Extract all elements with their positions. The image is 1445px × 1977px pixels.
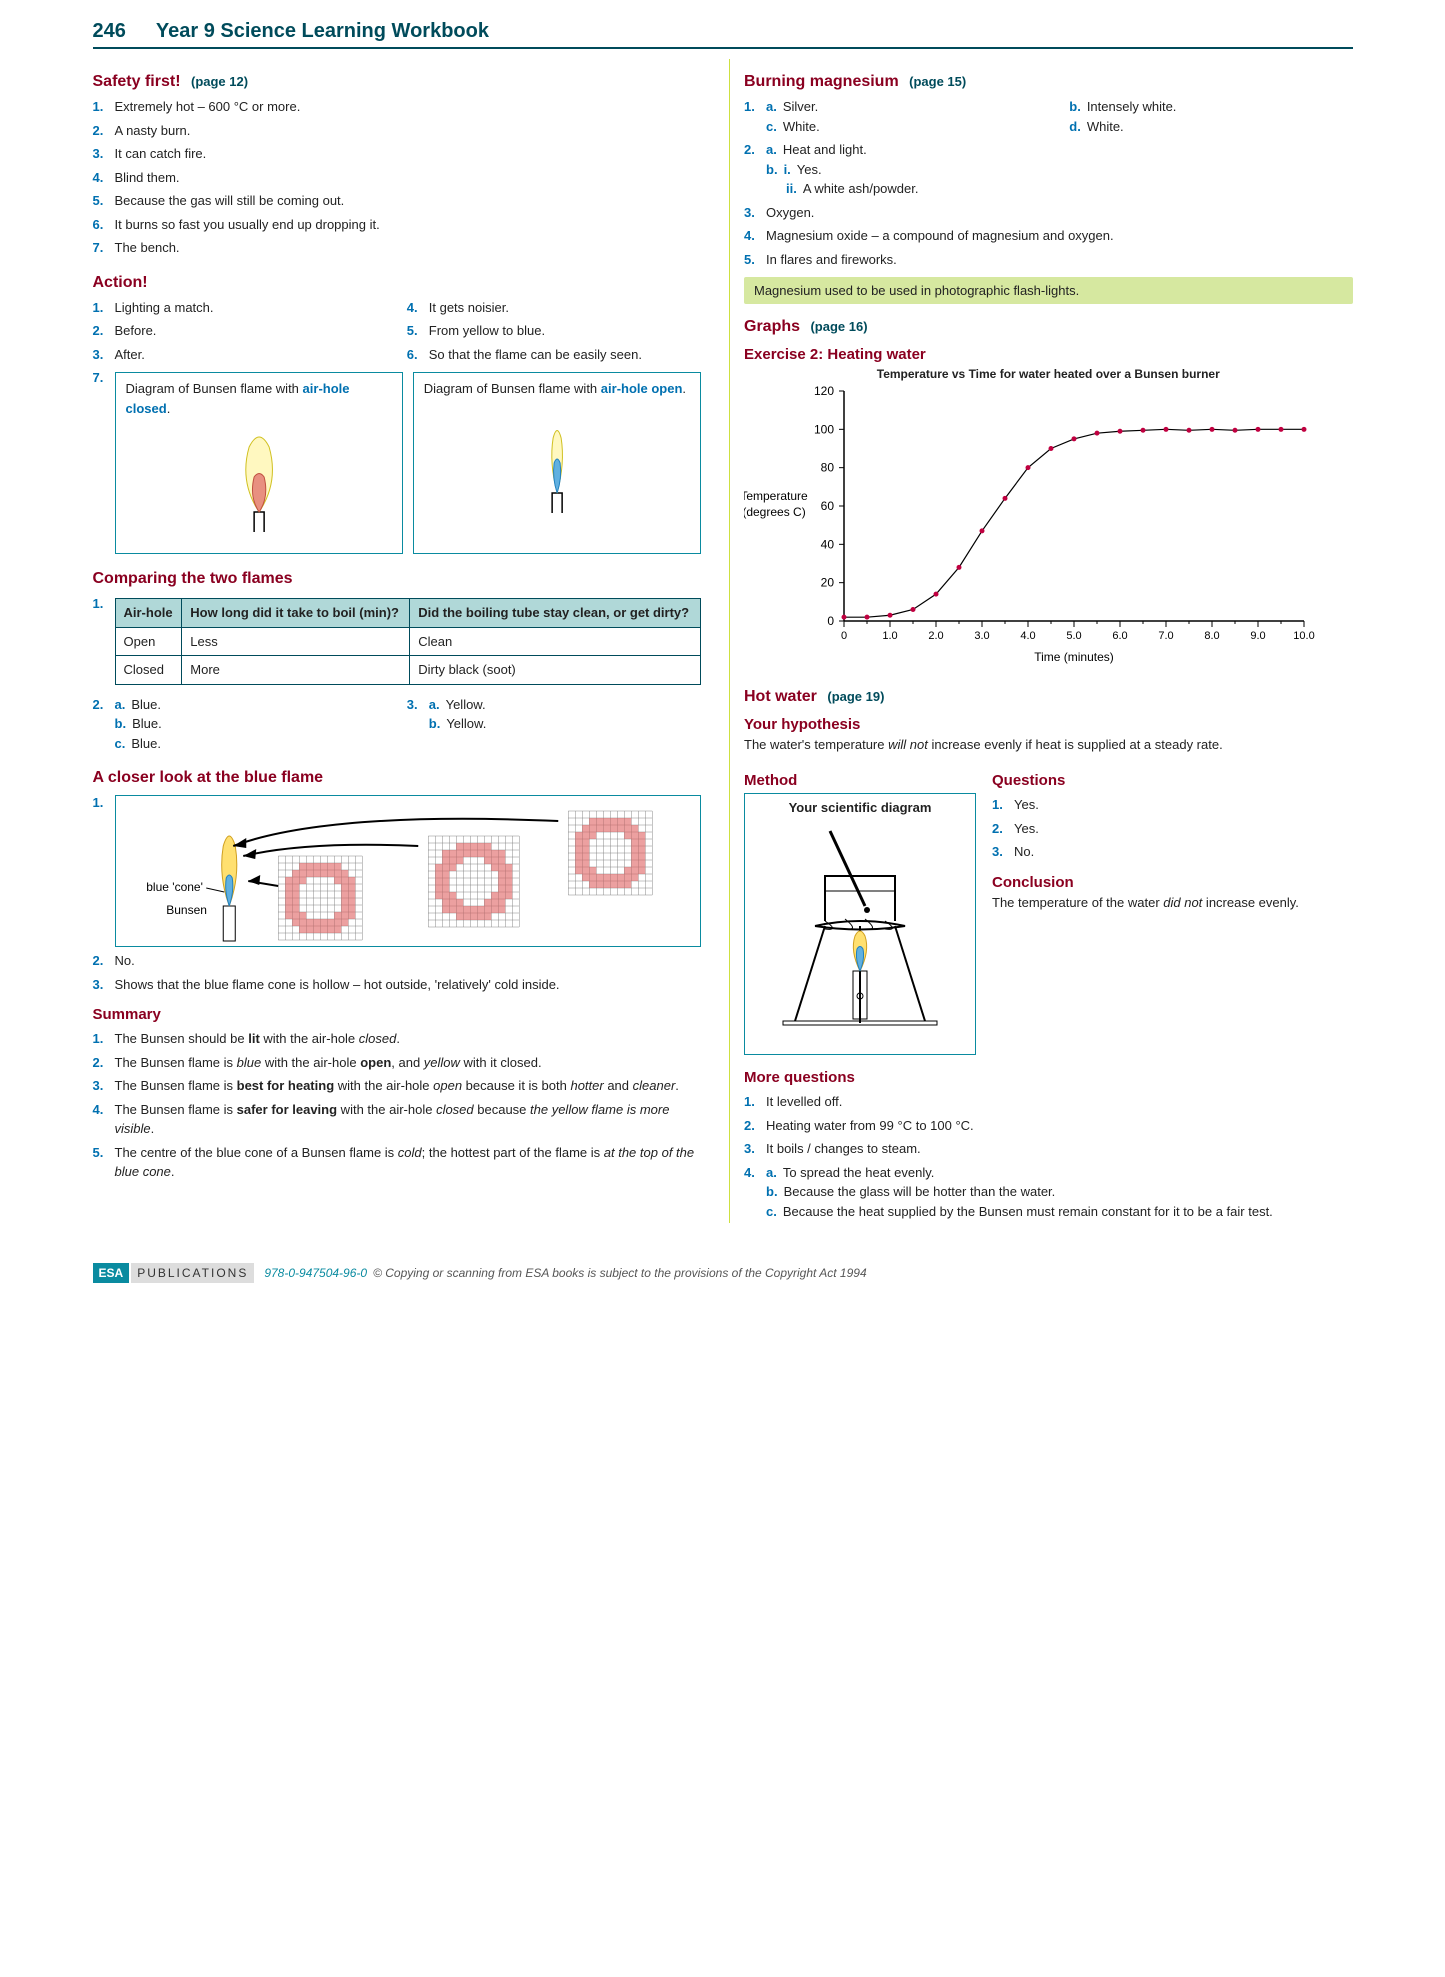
svg-text:Bunsen: Bunsen [166,903,207,917]
svg-text:40: 40 [821,537,835,551]
page: 246 Year 9 Science Learning Workbook Saf… [53,20,1393,1343]
list-item: 5.Because the gas will still be coming o… [93,189,702,213]
list-item: 5.The centre of the blue cone of a Bunse… [93,1141,702,1184]
svg-text:0: 0 [827,614,834,628]
svg-text:20: 20 [821,576,835,590]
list-item: 4.The Bunsen flame is safer for leaving … [93,1098,702,1141]
action-col-b: 4.It gets noisier.5.From yellow to blue.… [407,296,701,367]
svg-text:80: 80 [821,461,835,475]
highlight-box: Magnesium used to be used in photographi… [744,277,1353,304]
list-item: 2.A nasty burn. [93,119,702,143]
heading-magnesium: Burning magnesium (page 15) [744,73,1353,91]
heading-safety: Safety first! (page 12) [93,73,702,91]
list-item: 2.The Bunsen flame is blue with the air-… [93,1051,702,1075]
svg-text:blue 'cone': blue 'cone' [146,880,203,894]
bunsen-open-diagram: Diagram of Bunsen flame with air-hole op… [413,372,701,554]
list-item: 1.The Bunsen should be lit with the air-… [93,1027,702,1051]
heading-compare: Comparing the two flames [93,570,702,588]
list-item: 2.Before. [93,319,387,343]
svg-text:8.0: 8.0 [1204,630,1219,642]
book-title: Year 9 Science Learning Workbook [156,20,489,43]
bunsen-closed-diagram: Diagram of Bunsen flame with air-hole cl… [115,372,403,554]
conclusion-text: The temperature of the water did not inc… [992,895,1353,910]
chart-title: Temperature vs Time for water heated ove… [744,367,1353,381]
list-item: 3.No. [992,840,1353,864]
heading-closer: A closer look at the blue flame [93,769,702,787]
right-column: Burning magnesium (page 15) 1. a.Silver.… [729,59,1353,1223]
list-item: 6.So that the flame can be easily seen. [407,343,701,367]
list-item: 1.It levelled off. [744,1090,1353,1114]
list-item: 1.Yes. [992,793,1353,817]
temperature-chart: 0 20 40 60 80 100 120 0 1.0 2.0 3.0 4.0 5.0 6.0 7.0 8.0… [744,381,1353,674]
compare-table: Air-holeHow long did it take to boil (mi… [115,598,702,685]
heading-summary: Summary [93,1006,702,1023]
heading-hotwater: Hot water (page 19) [744,688,1353,706]
svg-text:100: 100 [814,422,834,436]
svg-text:1.0: 1.0 [882,630,897,642]
list-item: 2.Yes. [992,817,1353,841]
svg-text:120: 120 [814,384,834,398]
esa-logo: ESA [93,1263,130,1283]
footer: ESA PUBLICATIONS 978-0-947504-96-0 © Cop… [93,1263,1353,1283]
topbar: 246 Year 9 Science Learning Workbook [93,20,1353,49]
left-column: Safety first! (page 12) 1.Extremely hot … [93,59,702,1223]
heading-action: Action! [93,274,702,292]
list-item: 7.The bench. [93,236,702,260]
svg-text:Time (minutes): Time (minutes) [1034,650,1114,664]
svg-text:Temperature: Temperature [744,489,808,503]
safety-list: 1.Extremely hot – 600 °C or more.2.A nas… [93,95,702,260]
list-item: 3.After. [93,343,387,367]
list-item: 3.It boils / changes to steam. [744,1137,1353,1161]
list-item: 5.From yellow to blue. [407,319,701,343]
svg-text:6.0: 6.0 [1112,630,1127,642]
svg-text:60: 60 [821,499,835,513]
hypothesis-text: The water's temperature will not increas… [744,737,1353,752]
list-item: 4.It gets noisier. [407,296,701,320]
list-item: 1.Extremely hot – 600 °C or more. [93,95,702,119]
list-item: 2.Heating water from 99 °C to 100 °C. [744,1114,1353,1138]
summary-list: 1.The Bunsen should be lit with the air-… [93,1027,702,1184]
svg-text:0: 0 [841,630,847,642]
svg-text:5.0: 5.0 [1066,630,1081,642]
svg-text:9.0: 9.0 [1250,630,1265,642]
list-item: 3.It can catch fire. [93,142,702,166]
list-item: 4.Blind them. [93,166,702,190]
list-item: 3.The Bunsen flame is best for heating w… [93,1074,702,1098]
svg-text:3.0: 3.0 [974,630,989,642]
svg-text:10.0: 10.0 [1293,630,1314,642]
svg-text:2.0: 2.0 [928,630,943,642]
action-col-a: 1.Lighting a match.2.Before.3.After. [93,296,387,367]
svg-text:7.0: 7.0 [1158,630,1173,642]
list-item: 1.Lighting a match. [93,296,387,320]
page-number: 246 [93,20,126,43]
list-item: 6.It burns so fast you usually end up dr… [93,213,702,237]
svg-text:4.0: 4.0 [1020,630,1035,642]
blue-flame-grid-diagram: blue 'cone' Bunsen [115,795,702,947]
scientific-diagram-box: Your scientific diagram [744,793,976,1055]
svg-text:(degrees C): (degrees C) [744,505,806,519]
heading-graphs: Graphs (page 16) [744,318,1353,336]
